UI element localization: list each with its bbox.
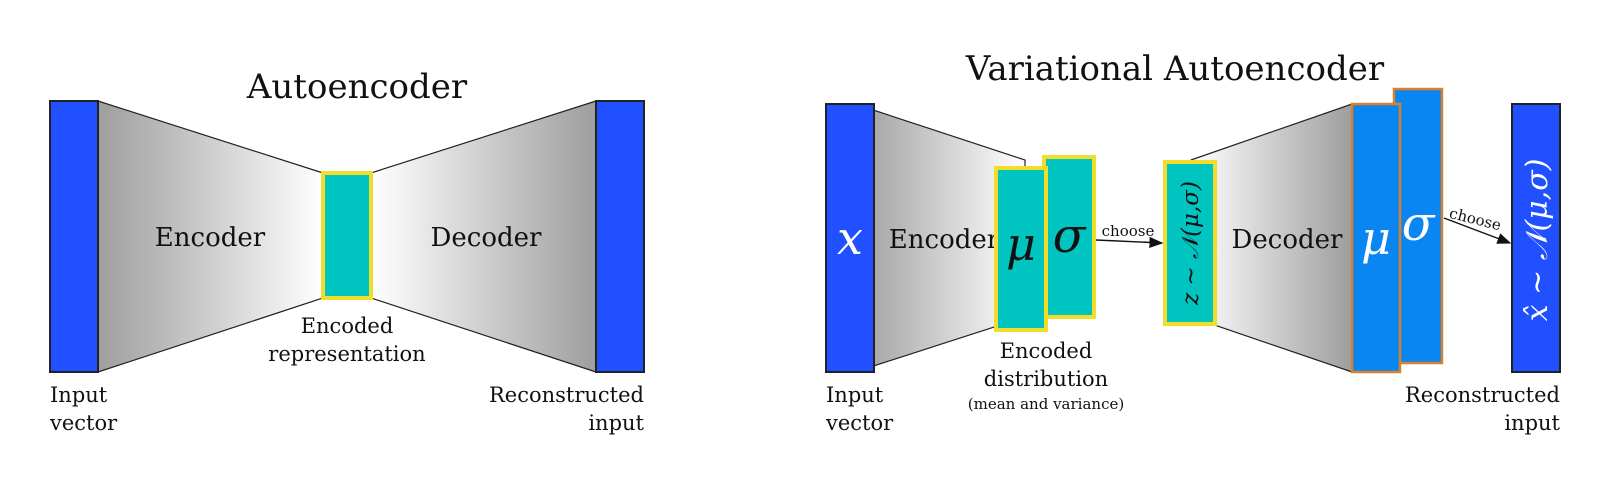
autoencoder-diagram: Autoencoder Encoder Decoder Input vector… — [49, 67, 645, 435]
decoder-label: Decoder — [431, 223, 542, 253]
encoded-representation-block — [321, 171, 373, 300]
encoder-mu-block — [994, 166, 1048, 332]
encoder-label: Encoder — [155, 223, 266, 253]
sampled-z-block — [1163, 160, 1217, 326]
vae-reconstructed-input-label-line1: Reconstructed — [1405, 383, 1560, 407]
input-vector-label-line1: Input — [50, 383, 108, 407]
input-vector-label-line2: vector — [49, 411, 118, 435]
vae-title: Variational Autoencoder — [965, 49, 1385, 89]
encoder-sigma-symbol: σ — [1053, 208, 1087, 264]
vae-decoder-label: Decoder — [1232, 225, 1343, 255]
encoded-distribution-sublabel: (mean and variance) — [968, 395, 1124, 413]
decoder-mu-block — [1350, 102, 1402, 374]
sampled-z-label: z ∼ 𝒩(μ,σ) — [1178, 181, 1204, 306]
decoder-sigma-block — [1392, 87, 1444, 365]
reconstructed-input-block — [595, 100, 645, 373]
vae-input-vector-label-line1: Input — [826, 383, 884, 407]
vae-output-symbol: x̂ ∼ 𝒩(μ,σ) — [1520, 159, 1555, 322]
vae-encoder-label: Encoder — [889, 225, 1000, 255]
autoencoder-title: Autoencoder — [246, 67, 468, 107]
choose-arrow-2 — [1443, 217, 1512, 244]
encoded-distribution-label-line1: Encoded — [1000, 339, 1093, 363]
decoder-sigma-symbol: σ — [1402, 196, 1436, 252]
encoded-distribution-label-line2: distribution — [984, 367, 1108, 391]
encoded-representation-label-line2: representation — [268, 342, 425, 366]
choose-arrow-1 — [1095, 236, 1164, 249]
input-vector-block — [49, 100, 99, 373]
vae-input-symbol: x — [837, 211, 863, 265]
vae-input-vector-block — [825, 103, 875, 373]
choose-label-1: choose — [1102, 222, 1155, 240]
reconstructed-input-label-line2: input — [588, 411, 644, 435]
encoder-mu-symbol: μ — [1006, 217, 1036, 271]
reconstructed-input-label-line1: Reconstructed — [489, 383, 644, 407]
vae-reconstructed-input-block — [1511, 103, 1561, 373]
vae-reconstructed-input-label-line2: input — [1504, 411, 1560, 435]
encoded-representation-label-line1: Encoded — [301, 314, 394, 338]
vae-input-vector-label-line2: vector — [825, 411, 894, 435]
vae-diagram: Variational Autoencoder x Encoder σ μ ch… — [825, 49, 1561, 435]
decoder-mu-symbol: μ — [1361, 211, 1391, 265]
